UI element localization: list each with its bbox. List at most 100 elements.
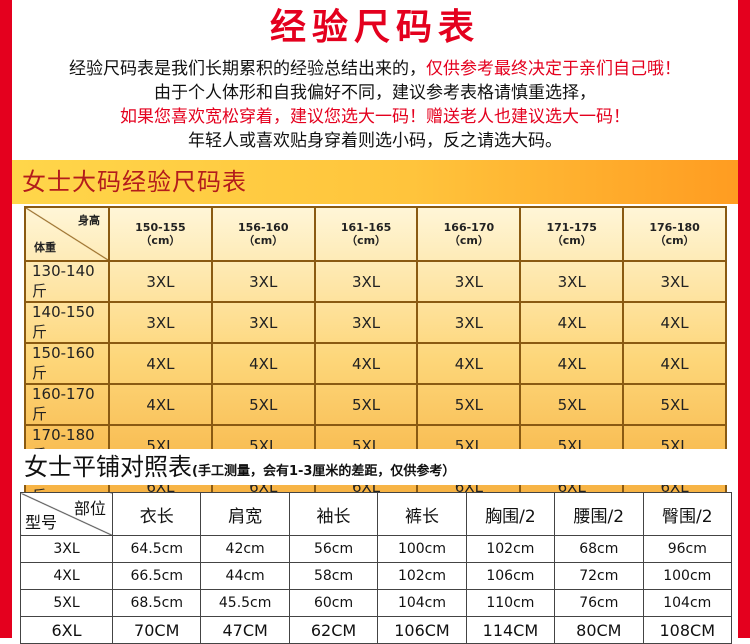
height-column-header: 161-165 （cm） <box>313 206 419 262</box>
size-cell: 3XL <box>210 301 316 344</box>
measurement-cell: 104cm <box>377 589 467 617</box>
table-row: 4XL 66.5cm 44cm 58cm 102cm 106cm 72cm 100cm <box>20 562 733 590</box>
model-cell: 3XL <box>20 535 113 563</box>
height-unit: （cm） <box>654 234 695 247</box>
size-cell: 3XL <box>108 260 213 303</box>
intro-line-1-text: 经验尺码表是我们长期累积的经验总结出来的， <box>69 59 426 79</box>
measurement-column-header: 臀围/2 <box>642 492 733 536</box>
weight-range-cell: 130-140斤 <box>24 260 110 303</box>
measurement-cell: 47CM <box>200 616 290 644</box>
corner-model-label: 型号 <box>25 513 58 532</box>
measurement-cell: 68cm <box>554 535 644 563</box>
measurement-column-header: 胸围/2 <box>465 492 556 536</box>
size-cell: 3XL <box>313 301 419 344</box>
size-cell: 4XL <box>622 342 727 385</box>
size-chart-header-row: 身高 体重 150-155 （cm） 156-160 （cm） 161-165 （cm） 1… <box>24 206 727 262</box>
measurement-cell: 102cm <box>377 562 467 590</box>
intro-line-2: 由于个人体形和自我偏好不同，建议参考表格请慎重选择， <box>154 83 596 103</box>
measurement-cell: 110cm <box>465 589 556 617</box>
weight-range-cell: 140-150斤 <box>24 301 110 344</box>
size-cell: 3XL <box>416 301 522 344</box>
intro-line-3: 如果您喜欢宽松穿着，建议您选大一码！赠送老人也建议选大一码！ <box>120 107 630 127</box>
size-chart-header-bar: 女士大码经验尺码表 <box>12 160 738 204</box>
height-unit: （cm） <box>551 234 592 247</box>
measurement-cell: 62CM <box>288 616 379 644</box>
model-cell: 5XL <box>20 589 113 617</box>
table-row: 5XL 68.5cm 45.5cm 60cm 104cm 110cm 76cm 104cm <box>20 589 733 617</box>
size-cell: 3XL <box>416 260 522 303</box>
weight-range-cell: 150-160斤 <box>24 342 110 385</box>
table-row: 6XL 70CM 47CM 62CM 106CM 114CM 80CM 108CM <box>20 616 733 644</box>
height-unit: （cm） <box>346 234 387 247</box>
flat-chart-note: (手工测量，会有1-3厘米的差距，仅供参考） <box>192 464 456 479</box>
corner-height-label: 身高 <box>78 214 100 227</box>
table-row: 130-140斤 3XL 3XL 3XL 3XL 3XL 3XL <box>24 260 727 303</box>
height-range: 161-165 <box>340 221 392 234</box>
size-cell: 3XL <box>519 260 625 303</box>
size-cell: 5XL <box>313 383 419 426</box>
measurement-column-header: 衣长 <box>111 492 202 536</box>
size-cell: 3XL <box>313 260 419 303</box>
flat-chart-header-row: 部位 型号 衣长 肩宽 袖长 裤长 胸围/2 腰围/2 臀围/2 <box>20 492 733 536</box>
measurement-cell: 72cm <box>554 562 644 590</box>
flat-chart-corner: 部位 型号 <box>20 492 113 536</box>
size-cell: 4XL <box>313 342 419 385</box>
measurement-cell: 70CM <box>111 616 202 644</box>
height-column-header: 166-170 （cm） <box>416 206 522 262</box>
height-unit: （cm） <box>140 234 181 247</box>
size-cell: 4XL <box>108 383 213 426</box>
table-row: 140-150斤 3XL 3XL 3XL 3XL 4XL 4XL <box>24 301 727 344</box>
measurement-cell: 68.5cm <box>111 589 202 617</box>
flat-chart-header: 女士平铺对照表 <box>24 453 192 481</box>
measurement-cell: 102cm <box>465 535 556 563</box>
height-range: 156-160 <box>237 221 289 234</box>
height-column-header: 171-175 （cm） <box>519 206 625 262</box>
measurement-cell: 114CM <box>465 616 556 644</box>
size-cell: 4XL <box>519 342 625 385</box>
size-chart-corner: 身高 体重 <box>24 206 110 262</box>
height-column-header: 150-155 （cm） <box>108 206 213 262</box>
measurement-cell: 76cm <box>554 589 644 617</box>
intro-line-1: 经验尺码表是我们长期累积的经验总结出来的，仅供参考最终决定于亲们自己哦！ <box>0 57 750 82</box>
measurement-column-header: 腰围/2 <box>554 492 644 536</box>
model-cell: 4XL <box>20 562 113 590</box>
measurement-cell: 106cm <box>465 562 556 590</box>
measurement-cell: 100cm <box>642 562 733 590</box>
page-title: 经验尺码表 <box>269 7 480 48</box>
measurement-cell: 100cm <box>377 535 467 563</box>
measurement-column-header: 肩宽 <box>200 492 290 536</box>
measurement-cell: 42cm <box>200 535 290 563</box>
corner-part-label: 部位 <box>73 499 106 518</box>
measurement-cell: 80CM <box>554 616 644 644</box>
size-cell: 3XL <box>210 260 316 303</box>
height-column-header: 176-180 （cm） <box>622 206 727 262</box>
size-chart-table: 身高 体重 150-155 （cm） 156-160 （cm） 161-165 （cm） 1… <box>24 206 727 549</box>
size-cell: 3XL <box>108 301 213 344</box>
measurement-cell: 58cm <box>288 562 379 590</box>
height-range: 150-155 <box>135 221 186 234</box>
measurement-cell: 44cm <box>200 562 290 590</box>
size-cell: 3XL <box>622 260 727 303</box>
measurement-cell: 45.5cm <box>200 589 290 617</box>
height-column-header: 156-160 （cm） <box>210 206 316 262</box>
measurement-cell: 108CM <box>642 616 733 644</box>
corner-weight-label: 体重 <box>34 241 56 254</box>
measurement-cell: 106CM <box>377 616 467 644</box>
height-range: 166-170 <box>443 221 495 234</box>
measurement-cell: 66.5cm <box>111 562 202 590</box>
weight-range-cell: 160-170斤 <box>24 383 110 426</box>
size-cell: 5XL <box>210 383 316 426</box>
table-row: 150-160斤 4XL 4XL 4XL 4XL 4XL 4XL <box>24 342 727 385</box>
flat-chart-table: 部位 型号 衣长 肩宽 袖长 裤长 胸围/2 腰围/2 臀围/2 3XL 64.5cm 42cm… <box>20 492 733 644</box>
size-cell: 4XL <box>622 301 727 344</box>
size-cell: 4XL <box>416 342 522 385</box>
height-unit: （cm） <box>448 234 489 247</box>
measurement-column-header: 裤长 <box>377 492 467 536</box>
measurement-column-header: 袖长 <box>288 492 379 536</box>
model-cell: 6XL <box>20 616 113 644</box>
height-range: 171-175 <box>546 221 597 234</box>
size-cell: 4XL <box>519 301 625 344</box>
flat-chart-header-bar: 女士平铺对照表(手工测量，会有1-3厘米的差距，仅供参考） <box>12 449 738 485</box>
size-chart-header: 女士大码经验尺码表 <box>22 168 247 196</box>
